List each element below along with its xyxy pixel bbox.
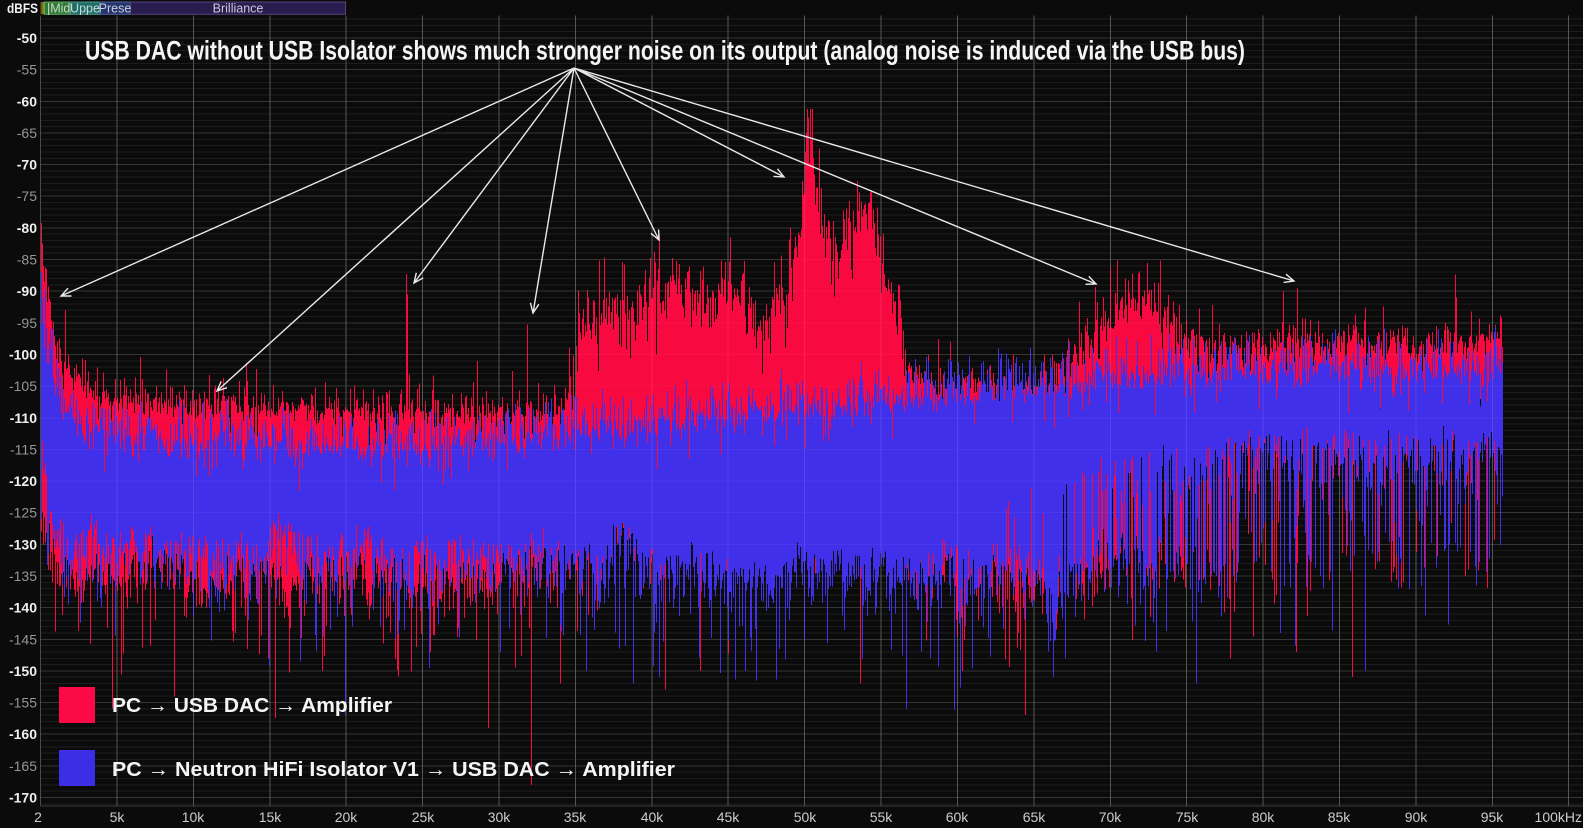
svg-text:-80: -80 — [17, 220, 37, 236]
svg-text:85k: 85k — [1328, 809, 1352, 825]
svg-text:Prese: Prese — [99, 2, 132, 16]
svg-text:75k: 75k — [1176, 809, 1200, 825]
svg-text:Brilliance: Brilliance — [213, 2, 264, 16]
svg-text:dBFS: dBFS — [7, 0, 38, 16]
svg-text:-55: -55 — [17, 62, 37, 78]
svg-text:50k: 50k — [794, 809, 818, 825]
svg-text:PC → Neutron HiFi Isolator V1: PC → Neutron HiFi Isolator V1 → USB DAC … — [112, 759, 675, 781]
svg-text:-105: -105 — [9, 378, 37, 394]
svg-text:-110: -110 — [10, 410, 37, 426]
svg-text:-125: -125 — [9, 505, 37, 521]
svg-text:-75: -75 — [17, 188, 37, 204]
svg-text:-160: -160 — [9, 726, 37, 742]
svg-text:-150: -150 — [9, 663, 37, 679]
svg-text:-95: -95 — [17, 315, 37, 331]
svg-text:40k: 40k — [641, 809, 665, 825]
svg-text:-65: -65 — [17, 125, 37, 141]
svg-text:-90: -90 — [17, 283, 37, 299]
svg-text:10k: 10k — [182, 809, 206, 825]
svg-text:15k: 15k — [259, 809, 283, 825]
svg-text:2: 2 — [34, 809, 42, 825]
svg-text:25k: 25k — [412, 809, 436, 825]
svg-text:-140: -140 — [9, 600, 37, 616]
svg-text:-115: -115 — [10, 441, 37, 457]
svg-text:90k: 90k — [1405, 809, 1429, 825]
svg-text:-155: -155 — [9, 695, 37, 711]
svg-text:60k: 60k — [946, 809, 970, 825]
svg-text:-100: -100 — [9, 347, 37, 363]
svg-text:-70: -70 — [17, 157, 37, 173]
svg-text:95k: 95k — [1481, 809, 1505, 825]
svg-text:Uppe: Uppe — [70, 2, 100, 16]
svg-text:PC → USB DAC → Amplifier: PC → USB DAC → Amplifier — [112, 695, 392, 717]
svg-text:-170: -170 — [9, 790, 37, 806]
svg-text:35k: 35k — [564, 809, 588, 825]
svg-text:-145: -145 — [9, 631, 37, 647]
svg-text:65k: 65k — [1023, 809, 1047, 825]
svg-text:20k: 20k — [335, 809, 359, 825]
svg-text:-50: -50 — [17, 30, 37, 46]
svg-text:80k: 80k — [1252, 809, 1276, 825]
svg-text:-120: -120 — [9, 473, 37, 489]
svg-text:|Mid: |Mid — [47, 2, 70, 16]
svg-text:100kHz: 100kHz — [1535, 809, 1582, 825]
svg-text:5k: 5k — [110, 809, 126, 825]
svg-text:30k: 30k — [488, 809, 512, 825]
svg-text:USB DAC without USB Isolator s: USB DAC without USB Isolator shows much … — [85, 36, 1245, 66]
svg-text:-165: -165 — [9, 758, 37, 774]
svg-text:45k: 45k — [717, 809, 741, 825]
svg-text:55k: 55k — [870, 809, 894, 825]
svg-text:-130: -130 — [9, 536, 37, 552]
svg-text:-85: -85 — [17, 252, 37, 268]
svg-text:70k: 70k — [1099, 809, 1123, 825]
svg-text:-60: -60 — [17, 93, 37, 109]
svg-text:-135: -135 — [9, 568, 37, 584]
